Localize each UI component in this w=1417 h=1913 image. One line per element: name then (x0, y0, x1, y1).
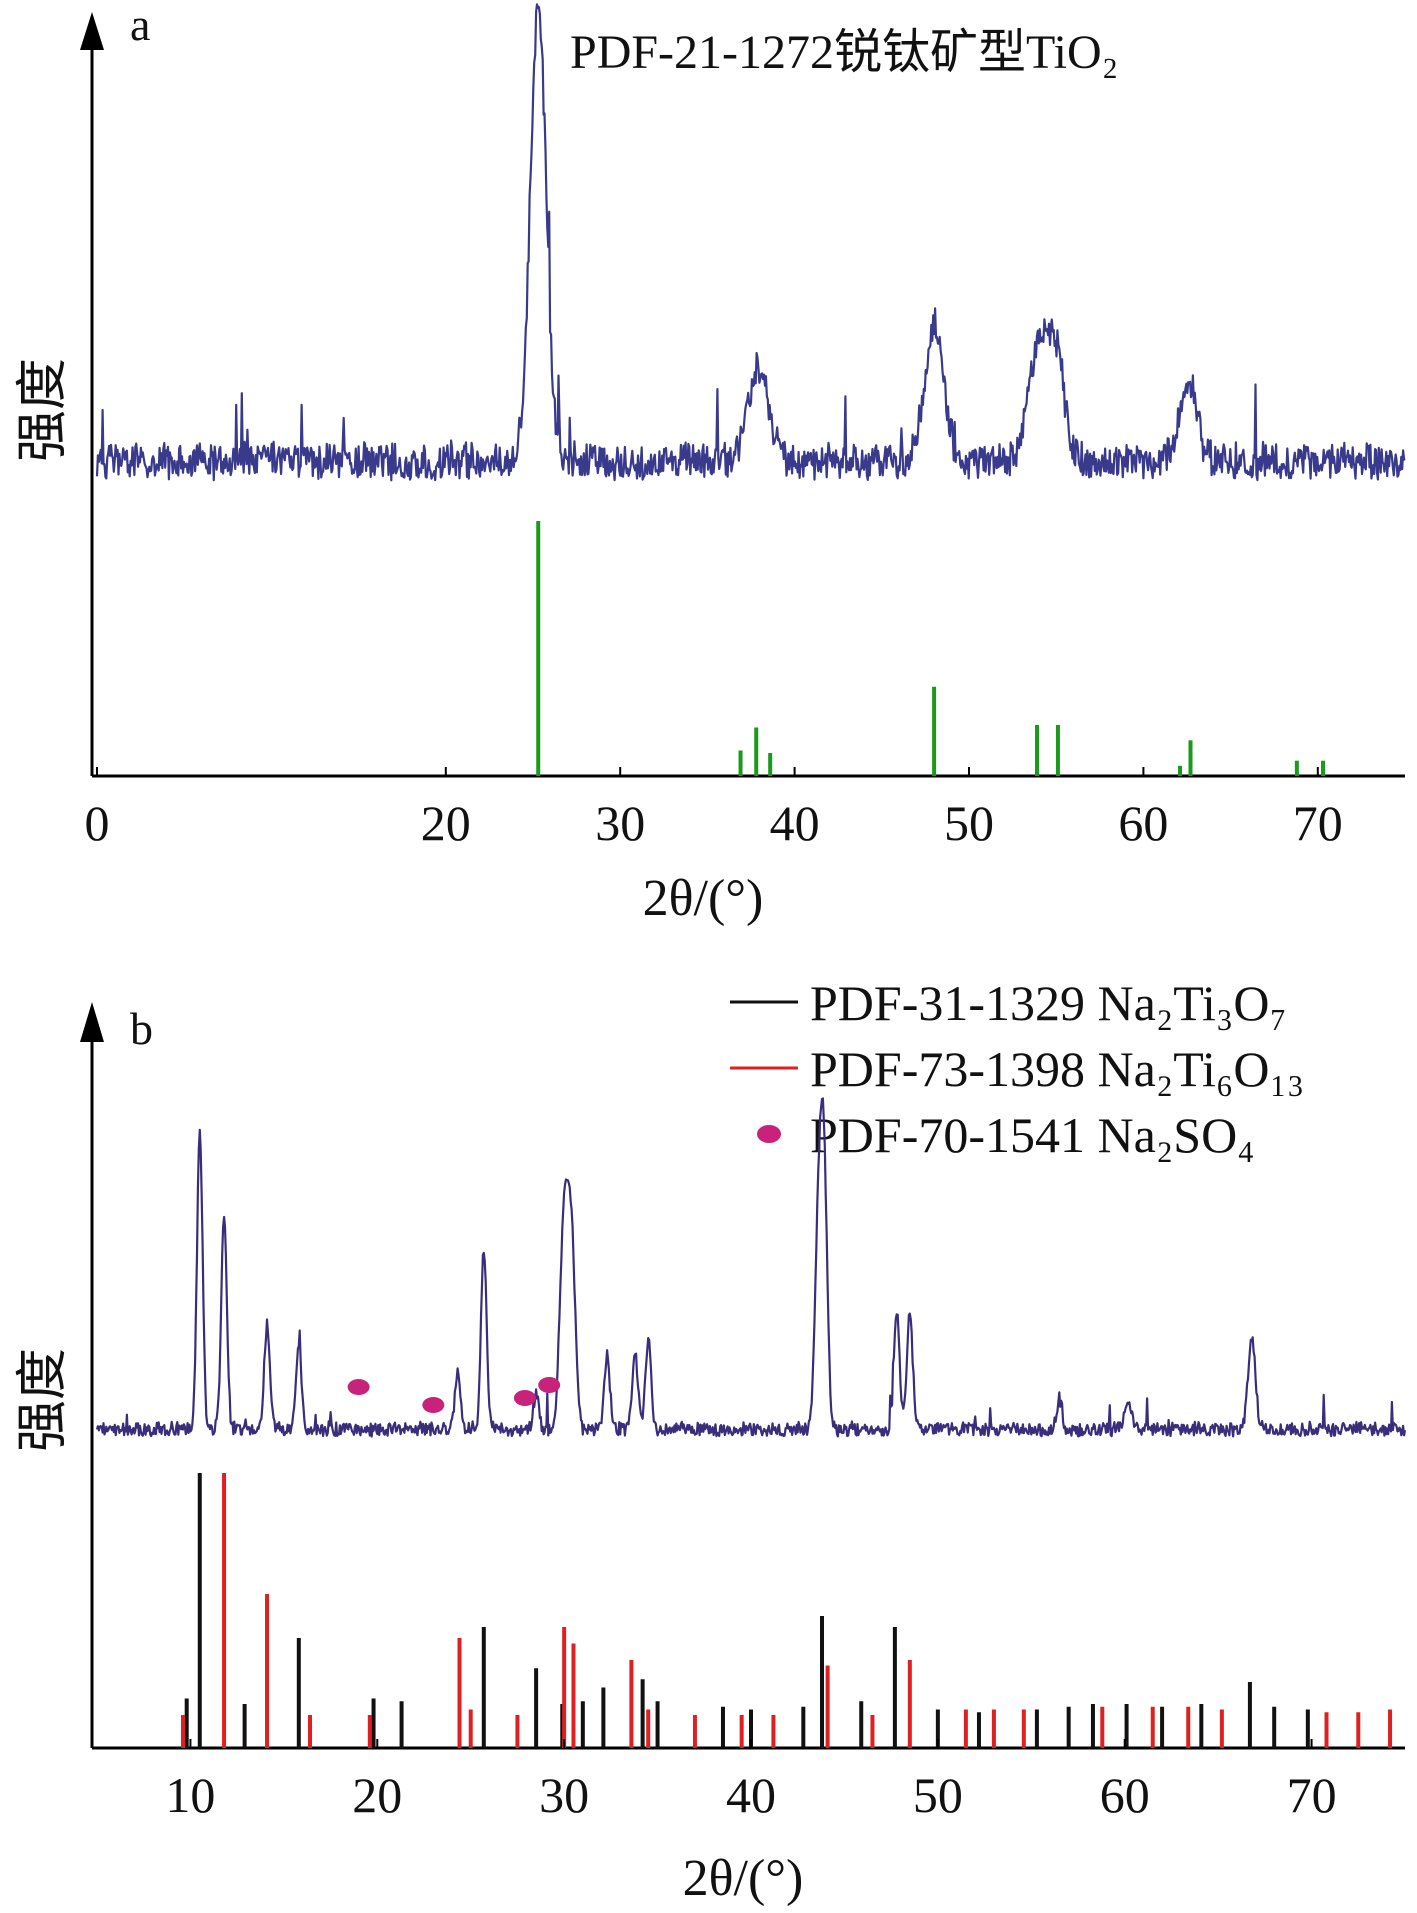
x-tick-label: 70 (1287, 1767, 1337, 1823)
legend-label-na2ti3o7: PDF-31-1329 Na₂Ti₃O₇ (810, 975, 1287, 1031)
panel-b-y-axis-arrow (80, 1002, 104, 1042)
x-tick-label: 60 (1100, 1767, 1150, 1823)
reference-series-1 (180, 1473, 1393, 1748)
na2so4-peak-marker (347, 1379, 370, 1395)
x-tick-label: 10 (165, 1767, 215, 1823)
x-tick-label: 30 (539, 1767, 589, 1823)
panel-a-ylabel: 强度 (15, 358, 72, 462)
x-tick-label: 30 (595, 795, 645, 851)
xrd-pattern-line (95, 3, 1406, 482)
x-tick-label: 40 (726, 1767, 776, 1823)
x-tick-label: 20 (421, 795, 471, 851)
reference-series-0 (536, 521, 1326, 776)
xrd-pattern-line (95, 1097, 1407, 1438)
panel-b-label: b (130, 1003, 153, 1054)
x-tick-label: 40 (770, 795, 820, 851)
panel-b-xlabel: 2θ/(°) (683, 1850, 804, 1907)
x-tick-label: 20 (352, 1767, 402, 1823)
legend-marker-na2so4 (757, 1125, 781, 1143)
x-tick-label: 50 (944, 795, 994, 851)
panel-b-legend: PDF-31-1329 Na₂Ti₃O₇ PDF-73-1398 Na₂Ti₆O… (730, 975, 1304, 1163)
na2so4-peak-marker (513, 1390, 536, 1406)
legend-label-na2so4: PDF-70-1541 Na₂SO₄ (810, 1107, 1255, 1163)
panel-a-y-axis-arrow (80, 12, 104, 50)
x-tick-label: 60 (1118, 795, 1168, 851)
legend-label-na2ti6o13: PDF-73-1398 Na₂Ti₆O₁₃ (810, 1041, 1304, 1097)
panel-a-xlabel: 2θ/(°) (643, 870, 764, 927)
reference-series-0 (184, 1473, 1310, 1748)
panel-b-ylabel: 强度 (15, 1348, 72, 1452)
na2so4-peak-marker (538, 1377, 561, 1393)
x-tick-label: 0 (85, 795, 110, 851)
na2so4-peak-marker (422, 1397, 445, 1413)
panel-a: a PDF-21-1272锐钛矿型TiO₂ 强度 2θ/(°) 0 20 30 40 5… (15, 0, 1406, 927)
x-tick-label: 70 (1293, 795, 1343, 851)
x-tick-label: 50 (913, 1767, 963, 1823)
panel-a-label: a (130, 0, 150, 50)
panel-a-title: PDF-21-1272锐钛矿型TiO₂ (570, 26, 1118, 79)
panel-b: b 强度 2θ/(°) PDF-31-1329 Na₂Ti₃O₇ PDF-73-… (15, 975, 1407, 1907)
